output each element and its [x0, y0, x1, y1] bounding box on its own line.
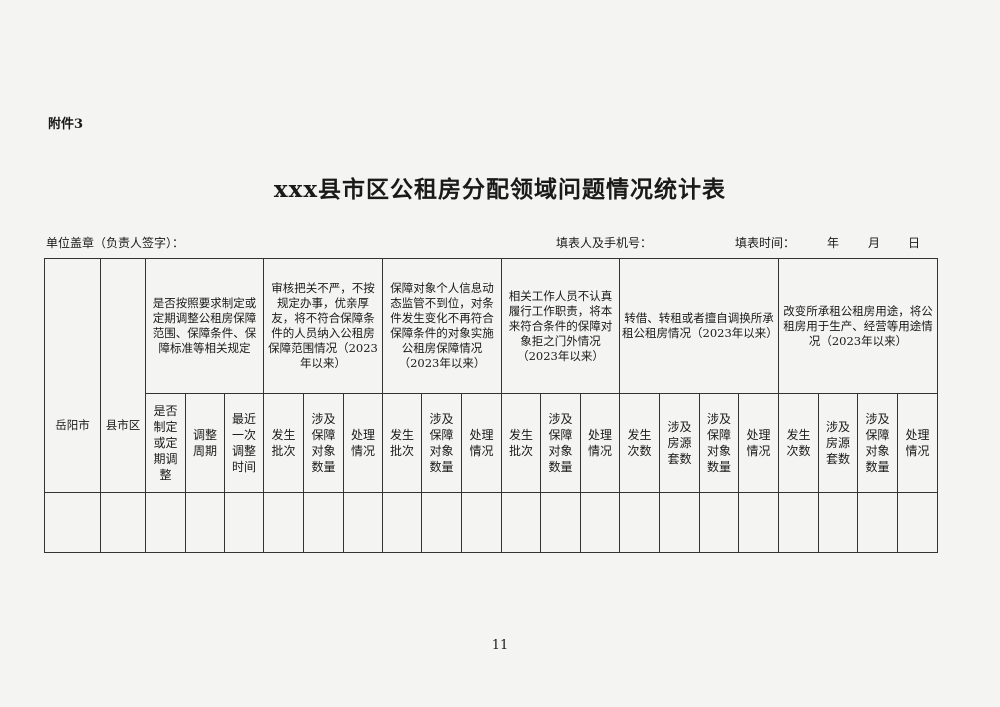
empty-cell[interactable] [501, 492, 541, 553]
sub-header: 涉及保障对象数量 [421, 393, 462, 493]
sub-header: 发生批次 [501, 393, 541, 493]
sub-header: 涉及保障对象数量 [303, 393, 344, 493]
group-header: 转借、转租或者擅自调换所承租公租房情况（2023年以来） [619, 258, 779, 394]
year-label: 年 [827, 236, 840, 250]
group-header: 审核把关不严，不按规定办事，优亲厚友，将不符合保障条件的人员纳入公租房保障范围情… [263, 258, 383, 394]
empty-cell[interactable] [818, 492, 858, 553]
group-header: 是否按照要求制定或定期调整公租房保障范围、保障条件、保障标准等相关规定 [145, 258, 264, 394]
header-county: 县市区 [100, 258, 146, 493]
date-label: 填表时间： [735, 236, 796, 250]
statistics-table: 岳阳市 县市区 是否按照要求制定或定期调整公租房保障范围、保障条件、保障标准等相… [44, 258, 938, 553]
empty-cell[interactable] [421, 492, 462, 553]
sub-header: 处理情况 [461, 393, 502, 493]
table-row [44, 492, 938, 553]
empty-cell[interactable] [738, 492, 779, 553]
empty-cell[interactable] [857, 492, 898, 553]
header-city: 岳阳市 [44, 258, 101, 493]
sub-header: 涉及保障对象数量 [699, 393, 739, 493]
filler-label: 填表人及手机号： [556, 236, 653, 250]
sub-header: 处理情况 [580, 393, 620, 493]
attachment-label: 附件3 [48, 117, 84, 132]
day-label: 日 [908, 236, 921, 250]
sub-header: 是否制定或定期调整 [145, 393, 186, 493]
group-header: 保障对象个人信息动态监管不到位，对条件发生变化不再符合保障条件的对象实施公租房保… [382, 258, 502, 394]
empty-cell[interactable] [263, 492, 304, 553]
empty-cell[interactable] [100, 492, 146, 553]
empty-cell[interactable] [145, 492, 186, 553]
empty-cell[interactable] [343, 492, 383, 553]
unit-seal-label: 单位盖章（负责人签字）： [46, 236, 185, 250]
empty-cell[interactable] [382, 492, 422, 553]
sub-header: 调整周期 [185, 393, 225, 493]
empty-cell[interactable] [699, 492, 739, 553]
sub-header: 发生次数 [619, 393, 660, 493]
empty-cell[interactable] [44, 492, 101, 553]
empty-cell[interactable] [224, 492, 264, 553]
empty-cell[interactable] [303, 492, 344, 553]
sub-header: 处理情况 [897, 393, 938, 493]
group-header: 改变所承租公租房用途，将公租房用于生产、经营等用途情况（2023年以来） [778, 258, 938, 394]
sub-header: 涉及房源套数 [659, 393, 700, 493]
page-title: xxx县市区公租房分配领域问题情况统计表 [273, 176, 727, 203]
empty-cell[interactable] [659, 492, 700, 553]
sub-header: 涉及保障对象数量 [540, 393, 581, 493]
sub-header: 发生批次 [263, 393, 304, 493]
sub-header: 涉及保障对象数量 [857, 393, 898, 493]
empty-cell[interactable] [540, 492, 581, 553]
sub-header: 处理情况 [738, 393, 779, 493]
empty-cell[interactable] [778, 492, 819, 553]
empty-cell[interactable] [185, 492, 225, 553]
empty-cell[interactable] [897, 492, 938, 553]
sub-header: 涉及房源套数 [818, 393, 858, 493]
month-label: 月 [868, 236, 881, 250]
sub-header: 发生批次 [382, 393, 422, 493]
empty-cell[interactable] [461, 492, 502, 553]
sub-header: 发生次数 [778, 393, 819, 493]
empty-cell[interactable] [580, 492, 620, 553]
sub-header: 处理情况 [343, 393, 383, 493]
sub-header: 最近一次调整时间 [224, 393, 264, 493]
empty-cell[interactable] [619, 492, 660, 553]
group-header: 相关工作人员不认真履行工作职责，将本来符合条件的保障对象拒之门外情况（2023年… [501, 258, 620, 394]
page-number: 11 [491, 638, 509, 653]
